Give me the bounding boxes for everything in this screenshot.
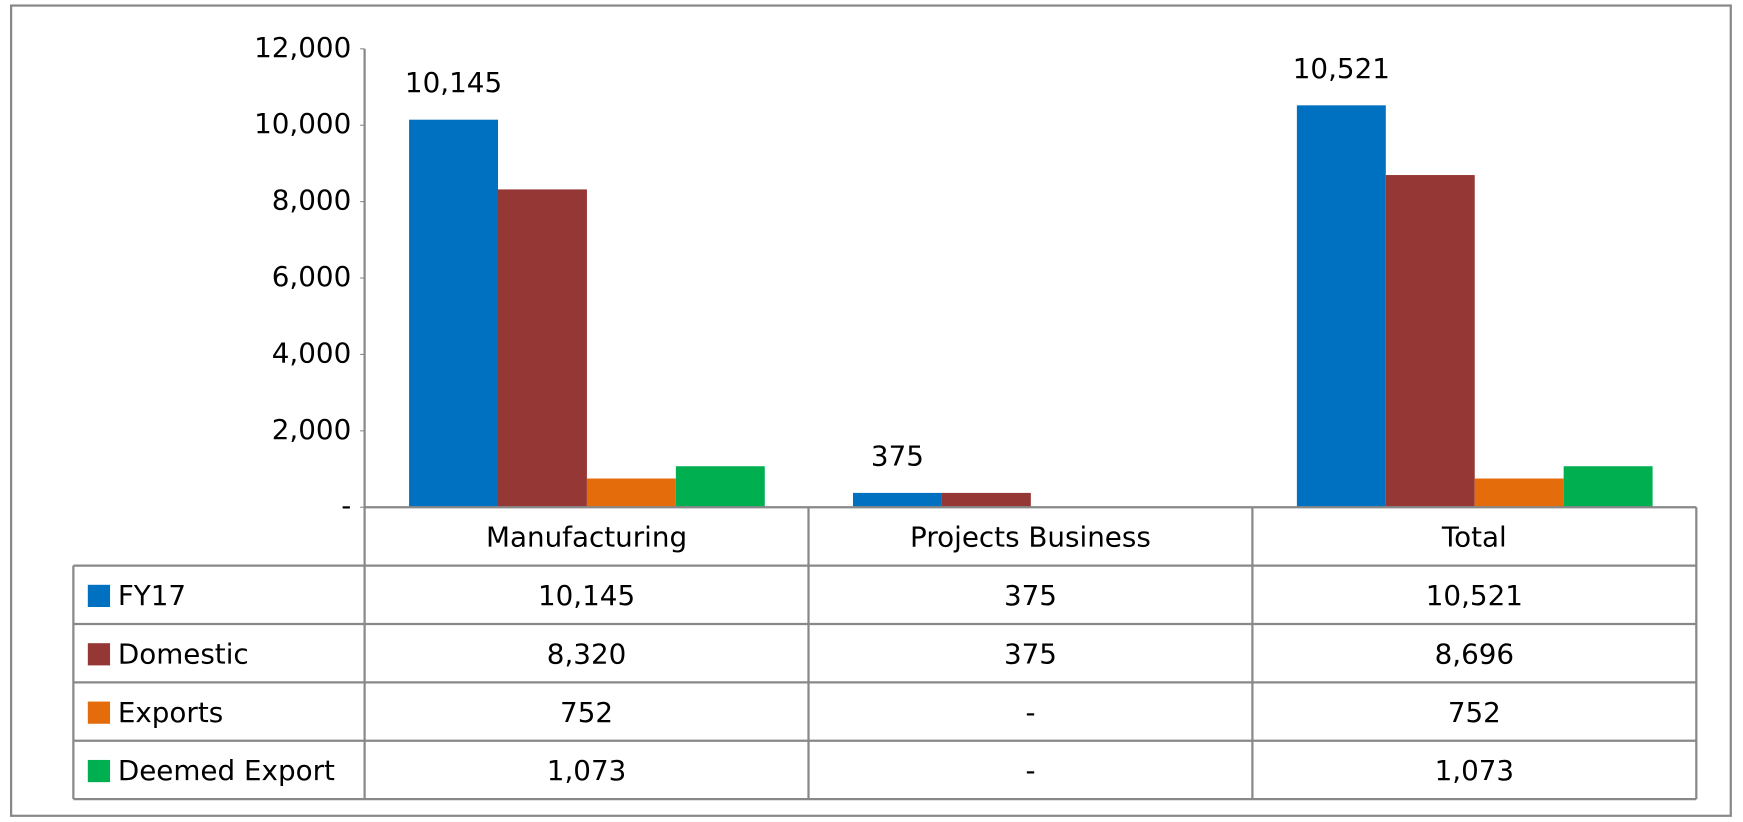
table-cell: 10,521 [1426,579,1523,612]
y-tick-label: - [341,489,351,522]
bar [498,189,587,508]
table-cell: 752 [560,696,613,729]
bar [852,492,942,508]
y-tick-label: 6,000 [272,260,352,293]
data-label: 10,145 [405,66,502,99]
y-tick-label: 2,000 [272,413,352,446]
table-cell: 1,073 [547,754,627,787]
table-cell: 375 [1004,637,1057,670]
data-label: 10,521 [1293,52,1390,85]
bar [1563,466,1653,508]
table-cell: 10,145 [538,579,635,612]
data-label: 375 [871,439,924,472]
category-label: Manufacturing [486,521,687,554]
bar [586,478,676,508]
legend-label: Exports [118,696,223,729]
bar [675,466,765,508]
bar [1474,478,1564,508]
table-cell: - [1025,696,1035,729]
legend-swatch [87,701,111,724]
y-tick-label: 4,000 [272,336,352,369]
bar [1385,175,1475,508]
bar [409,119,498,508]
table-cell: 752 [1448,696,1501,729]
legend-swatch [87,759,111,783]
bar [1296,105,1386,508]
table-cell: 8,320 [547,637,627,670]
table-cell: - [1025,754,1035,787]
y-tick-label: 8,000 [272,184,352,217]
legend-swatch [87,643,111,666]
legend-label: Deemed Export [118,754,335,787]
table-cell: 1,073 [1435,754,1515,787]
bar [941,492,1031,508]
category-label: Projects Business [910,521,1151,554]
table-cell: 375 [1004,579,1057,612]
table-cell: 8,696 [1435,637,1515,670]
legend-label: Domestic [118,637,249,670]
y-tick-label: 12,000 [254,31,351,64]
category-label: Total [1441,521,1507,554]
y-tick-label: 10,000 [254,107,351,140]
legend-swatch [87,584,111,608]
legend-label: FY17 [118,579,186,612]
